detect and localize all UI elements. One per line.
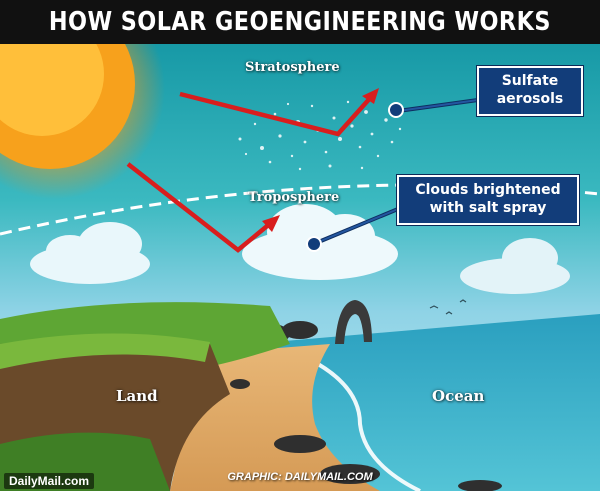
aerosols-callout-line2: aerosols <box>496 91 564 107</box>
arrow-icon <box>126 162 280 253</box>
land-grass-front <box>0 333 210 369</box>
stratosphere-label: Stratosphere <box>245 60 340 75</box>
title-bar: HOW SOLAR GEOENGINEERING WORKS <box>0 0 600 44</box>
land-label: Land <box>116 387 158 405</box>
callout-leader <box>306 207 399 252</box>
aerosols-callout-line1: Sulfate <box>501 73 559 89</box>
rock-arch <box>335 300 372 344</box>
cloud-icon <box>460 238 570 294</box>
aerosols-callout: Sulfate aerosols <box>477 66 583 116</box>
callout-leader <box>388 98 479 118</box>
troposphere-label: Troposphere <box>248 190 340 205</box>
ocean-label: Ocean <box>432 387 485 405</box>
brand-logo: DailyMail.com <box>4 473 95 489</box>
clouds-callout-line2: with salt spray <box>429 200 547 216</box>
cloud-icon <box>30 222 150 284</box>
graphic-credit: GRAPHIC: DAILYMAIL.COM <box>227 471 373 483</box>
surf-line <box>316 362 421 491</box>
ocean <box>250 314 600 491</box>
arrow-icon <box>179 88 379 137</box>
cloud-icon <box>242 204 398 280</box>
clouds-callout: Clouds brightened with salt spray <box>397 175 579 225</box>
clouds-callout-line1: Clouds brightened <box>415 182 561 198</box>
bird-icon <box>429 299 467 315</box>
page-title: HOW SOLAR GEOENGINEERING WORKS <box>48 7 551 37</box>
